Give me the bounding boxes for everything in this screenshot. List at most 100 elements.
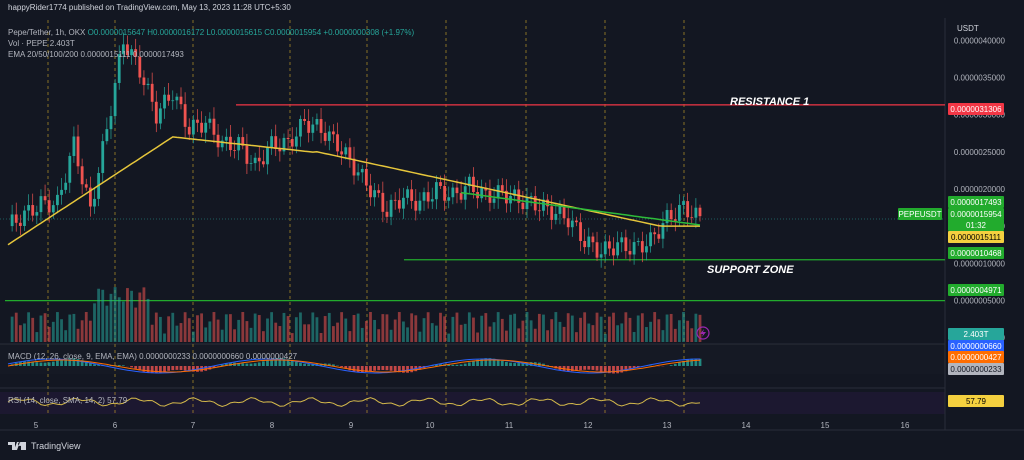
candle-body[interactable] [142,77,146,86]
volume-legend[interactable]: Vol · PEPE 2.403T [8,39,75,48]
macd-legend[interactable]: MACD (12, 26, close, 9, EMA, EMA) 0.0000… [8,352,298,361]
candle-body[interactable] [303,118,306,121]
macd-value-grey-box[interactable] [948,363,1004,375]
candle-body[interactable] [620,237,624,243]
candle-body[interactable] [286,137,290,140]
candle-body[interactable] [657,234,661,239]
candle-body[interactable] [348,147,352,159]
candle-body[interactable] [661,223,665,239]
candle-body[interactable] [669,210,673,220]
candle-body[interactable] [665,210,669,224]
candle-body[interactable] [14,214,18,223]
candle-body[interactable] [607,241,611,249]
candle-body[interactable] [369,185,372,198]
candle-body[interactable] [290,139,294,147]
candle-body[interactable] [311,124,315,133]
candle-body[interactable] [340,151,344,155]
candle-body[interactable] [76,136,80,167]
candle-body[interactable] [10,214,14,227]
alert-icon[interactable] [696,326,710,340]
candle-body[interactable] [257,157,261,162]
candle-body[interactable] [636,241,640,243]
candle-body[interactable] [72,136,76,157]
candle-body[interactable] [266,147,269,165]
support1-price-label-box[interactable] [948,247,1004,259]
candle-body[interactable] [84,184,88,188]
ema-legend[interactable]: EMA 20/50/100/200 0.0000015111 0.0000017… [8,50,184,59]
candle-body[interactable] [678,204,681,221]
candle-body[interactable] [93,198,96,207]
candle-body[interactable] [397,200,401,209]
candle-body[interactable] [307,120,311,133]
candle-body[interactable] [505,190,508,204]
candle-body[interactable] [356,172,360,176]
candle-body[interactable] [23,210,26,226]
candle-body[interactable] [521,202,525,210]
resistance-price-label-box[interactable] [948,103,1004,115]
candle-body[interactable] [434,182,438,200]
candle-body[interactable] [47,200,51,213]
candle-body[interactable] [183,104,187,127]
macd-value-blue-box[interactable] [948,340,1004,352]
candle-body[interactable] [171,100,175,102]
candle-body[interactable] [694,207,698,218]
candle-body[interactable] [546,199,549,207]
candle-body[interactable] [245,145,249,164]
candle-body[interactable] [595,242,599,258]
candle-body[interactable] [690,217,694,219]
candle-body[interactable] [220,140,224,148]
candle-body[interactable] [649,232,652,247]
candle-body[interactable] [130,49,133,56]
candle-body[interactable] [558,206,562,214]
candle-body[interactable] [146,83,150,86]
candle-body[interactable] [480,187,484,199]
candle-body[interactable] [566,218,570,228]
candle-body[interactable] [472,176,475,192]
candle-body[interactable] [500,185,504,191]
candle-body[interactable] [216,134,220,148]
candle-body[interactable] [64,182,68,190]
candle-body[interactable] [167,94,171,101]
candle-body[interactable] [282,137,286,152]
candle-body[interactable] [616,242,620,256]
candle-body[interactable] [113,82,117,117]
candle-body[interactable] [18,222,22,226]
candle-body[interactable] [682,201,685,205]
candle-body[interactable] [31,205,35,216]
candle-body[interactable] [426,192,430,202]
candle-body[interactable] [443,185,447,201]
candle-body[interactable] [208,118,212,123]
candle-body[interactable] [315,119,319,125]
candle-body[interactable] [212,118,216,135]
candle-body[interactable] [138,56,142,78]
candle-body[interactable] [261,161,265,165]
candle-body[interactable] [117,54,121,83]
candle-body[interactable] [35,212,39,216]
candle-body[interactable] [587,236,591,248]
candle-body[interactable] [550,206,554,220]
support2-price-label-box[interactable] [948,284,1004,296]
candle-body[interactable] [150,83,154,102]
candle-body[interactable] [554,213,558,220]
ema-green-price-label-box[interactable] [948,196,1004,208]
candle-body[interactable] [336,134,339,152]
candle-body[interactable] [327,131,331,141]
candle-body[interactable] [529,196,533,198]
candle-body[interactable] [204,122,208,133]
candle-body[interactable] [352,158,356,176]
candle-body[interactable] [200,122,203,133]
candle-body[interactable] [154,101,158,124]
candle-body[interactable] [109,116,113,130]
candle-body[interactable] [513,189,517,196]
candle-body[interactable] [542,199,545,211]
ema-green-line[interactable] [460,191,701,226]
candle-body[interactable] [418,200,422,211]
candle-body[interactable] [537,210,541,212]
candle-body[interactable] [39,196,43,213]
candle-body[interactable] [274,136,278,149]
candle-body[interactable] [459,193,463,200]
candle-body[interactable] [134,49,138,57]
candle-body[interactable] [389,199,393,217]
countdown-label-box[interactable] [948,219,1004,231]
candle-body[interactable] [121,44,125,55]
